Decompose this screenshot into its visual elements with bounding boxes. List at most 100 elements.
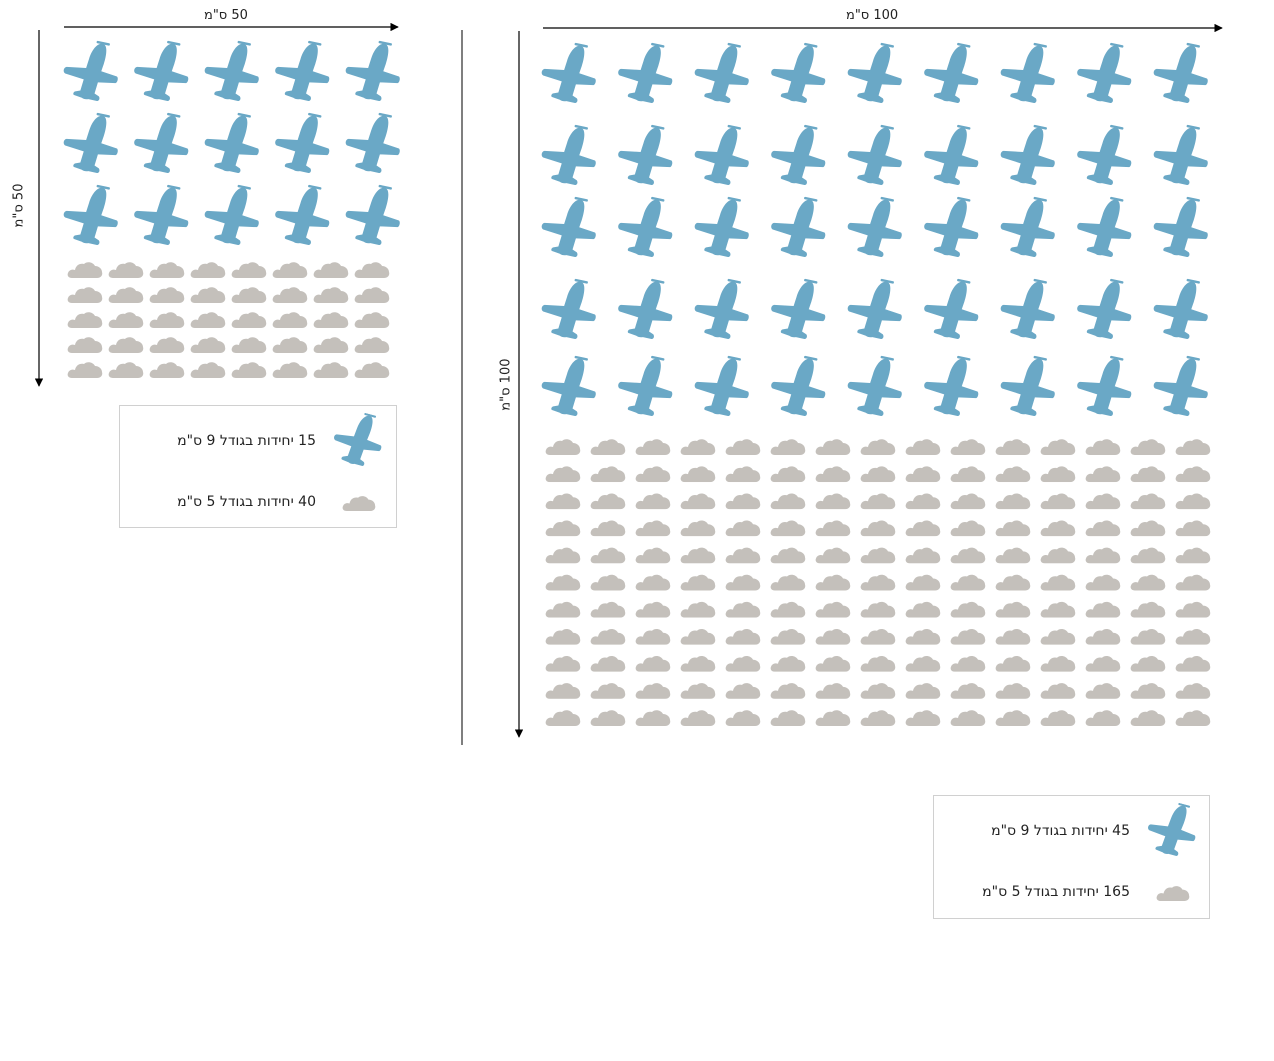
cloud-icon <box>725 628 761 645</box>
cloud-icon <box>545 683 581 699</box>
small-clouds-group <box>67 262 390 378</box>
plane-icon <box>199 35 266 105</box>
cloud-icon <box>995 493 1031 510</box>
cloud-icon <box>950 574 986 591</box>
cloud-icon <box>1175 601 1211 618</box>
cloud-icon <box>995 439 1031 455</box>
cloud-icon <box>770 710 806 726</box>
cloud-icon <box>635 710 671 726</box>
cloud-icon <box>545 466 581 483</box>
legend-cloud-text: 165 יחידות בגודל 5 ס"מ <box>982 884 1130 900</box>
cloud-icon <box>635 683 671 699</box>
cloud-icon <box>1175 656 1211 672</box>
cloud-icon <box>1040 710 1076 726</box>
cloud-icon <box>1130 439 1166 455</box>
cloud-icon <box>590 574 626 591</box>
cloud-icon <box>190 362 226 378</box>
cloud-icon <box>995 466 1031 483</box>
cloud-icon <box>860 601 896 618</box>
cloud-icon <box>545 439 581 455</box>
cloud-icon <box>67 287 103 303</box>
plane-icon <box>270 107 337 177</box>
cloud-icon <box>1085 574 1121 591</box>
plane-icon <box>270 179 337 249</box>
cloud-icon <box>635 628 671 645</box>
cloud-icon <box>1040 439 1076 455</box>
cloud-icon <box>860 683 896 699</box>
cloud-icon <box>545 601 581 618</box>
cloud-icon <box>1175 520 1211 537</box>
cloud-icon <box>1175 574 1211 591</box>
cloud-icon <box>1085 493 1121 510</box>
cloud-icon <box>680 574 716 591</box>
cloud-icon <box>770 520 806 537</box>
cloud-icon <box>635 656 671 672</box>
cloud-icon <box>815 656 851 672</box>
cloud-icon <box>680 547 716 564</box>
cloud-icon <box>905 656 941 672</box>
cloud-icon <box>860 466 896 483</box>
plane-icon <box>766 350 833 420</box>
cloud-icon <box>995 547 1031 564</box>
cloud-icon <box>680 656 716 672</box>
cloud-icon <box>635 466 671 483</box>
plane-icon <box>689 119 756 189</box>
plane-icon <box>919 119 986 189</box>
cloud-icon <box>149 262 185 278</box>
small-planes-group <box>58 35 407 249</box>
cloud-icon <box>67 362 103 378</box>
cloud-icon <box>860 628 896 645</box>
plane-icon <box>536 350 603 420</box>
cloud-icon <box>149 312 185 328</box>
cloud-icon <box>149 362 185 378</box>
cloud-icon <box>950 710 986 726</box>
cloud-icon <box>1130 520 1166 537</box>
cloud-icon <box>108 337 144 353</box>
cloud-icon <box>190 287 226 303</box>
plane-icon <box>613 273 680 343</box>
cloud-icon <box>725 656 761 672</box>
cloud-icon <box>905 439 941 455</box>
large-width-label: 100 ס"מ <box>846 8 899 23</box>
cloud-icon <box>1156 886 1190 901</box>
plane-icon <box>689 273 756 343</box>
plane-icon <box>919 273 986 343</box>
cloud-icon <box>635 574 671 591</box>
plane-icon <box>842 37 909 107</box>
cloud-icon <box>815 466 851 483</box>
plane-icon <box>842 119 909 189</box>
cloud-icon <box>149 287 185 303</box>
cloud-icon <box>313 337 349 353</box>
cloud-icon <box>635 439 671 455</box>
plane-icon <box>58 179 125 249</box>
plane-icon <box>689 350 756 420</box>
plane-icon <box>995 191 1062 261</box>
small-height-label: 50 ס"מ <box>11 183 27 228</box>
large-planes-group <box>536 37 1215 420</box>
cloud-icon <box>1175 628 1211 645</box>
cloud-icon <box>860 439 896 455</box>
cloud-icon <box>995 683 1031 699</box>
plane-icon <box>536 37 603 107</box>
plane-icon <box>613 350 680 420</box>
cloud-icon <box>725 466 761 483</box>
cloud-icon <box>635 601 671 618</box>
cloud-icon <box>1040 683 1076 699</box>
large-legend: 45 יחידות בגודל 9 ס"מ 165 יחידות בגודל 5… <box>933 795 1210 919</box>
cloud-icon <box>815 710 851 726</box>
cloud-icon <box>860 520 896 537</box>
cloud-icon <box>590 547 626 564</box>
cloud-icon <box>313 262 349 278</box>
plane-icon <box>270 35 337 105</box>
cloud-icon <box>354 337 390 353</box>
cloud-icon <box>905 710 941 726</box>
plane-icon <box>1072 350 1139 420</box>
cloud-icon <box>590 656 626 672</box>
cloud-icon <box>950 656 986 672</box>
cloud-icon <box>231 287 267 303</box>
cloud-icon <box>67 312 103 328</box>
cloud-icon <box>590 466 626 483</box>
plane-icon <box>766 273 833 343</box>
cloud-icon <box>108 312 144 328</box>
